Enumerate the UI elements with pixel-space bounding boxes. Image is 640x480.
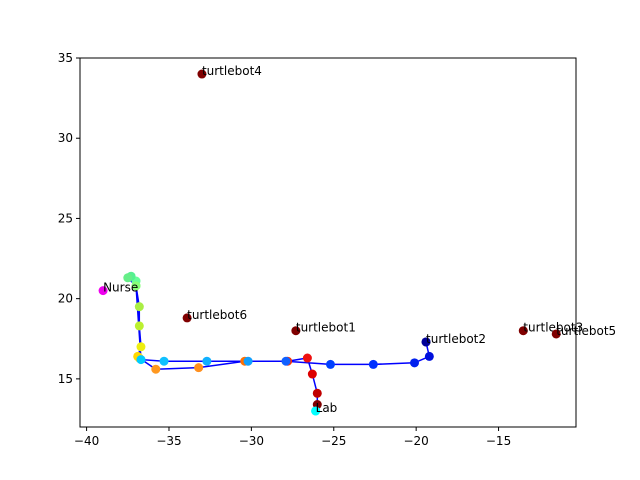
named-point-turtlebot1 — [291, 326, 301, 336]
point-label-turtlebot1: turtlebot1 — [296, 321, 356, 335]
trajectory-point — [202, 356, 212, 366]
point-label-nurse: Nurse — [103, 281, 138, 295]
trajectory-point — [134, 321, 144, 331]
trajectory-point — [312, 388, 322, 398]
axes-layer: −40 −35 −30 −25 −20 −15 15 20 25 30 35 — [58, 51, 511, 448]
trajectory-point — [194, 363, 204, 373]
trajectory-point — [243, 356, 253, 366]
named-point-turtlebot3 — [518, 326, 528, 336]
point-label-lab: Lab — [316, 401, 338, 415]
x-tick-label: −30 — [239, 434, 264, 448]
trajectory-point — [302, 353, 312, 363]
trajectory-point — [151, 364, 161, 374]
named-point-turtlebot2 — [421, 337, 431, 347]
trajectory-point — [424, 351, 434, 361]
trajectory-point — [368, 359, 378, 369]
named-point-nurse — [98, 286, 108, 296]
x-tick-label: −35 — [156, 434, 181, 448]
plot-layer: turtlebot4 turtlebot6 turtlebot1 turtlebot2… — [98, 64, 616, 416]
y-tick-label: 35 — [58, 51, 73, 65]
named-point-turtlebot6 — [182, 313, 192, 323]
point-label-turtlebot3: turtlebot3 — [523, 321, 583, 335]
trajectory-point — [307, 369, 317, 379]
x-tick-label: −40 — [74, 434, 99, 448]
trajectory-point — [131, 281, 141, 291]
trajectory-point — [136, 342, 146, 352]
named-point-turtlebot5 — [551, 329, 561, 339]
point-label-turtlebot5: turtlebot5 — [556, 324, 616, 338]
y-tick-label: 15 — [58, 372, 73, 386]
trajectory-point — [136, 355, 146, 365]
named-point-turtlebot4 — [197, 69, 207, 79]
trajectory-point — [325, 359, 335, 369]
trajectory-point — [281, 356, 291, 366]
y-tick-label: 20 — [58, 292, 73, 306]
plot-frame — [79, 57, 577, 428]
point-label-turtlebot6: turtlebot6 — [187, 308, 247, 322]
trajectory-point — [123, 273, 133, 283]
trajectory-point — [410, 358, 420, 368]
named-point-lab — [311, 406, 321, 416]
y-tick-label: 25 — [58, 211, 73, 225]
y-tick-label: 30 — [58, 131, 73, 145]
point-label-turtlebot2: turtlebot2 — [426, 332, 486, 346]
x-tick-label: −15 — [486, 434, 511, 448]
trajectory-point — [159, 356, 169, 366]
point-label-turtlebot4: turtlebot4 — [202, 64, 262, 78]
x-tick-label: −25 — [321, 434, 346, 448]
trajectory-point — [134, 302, 144, 312]
x-tick-label: −20 — [403, 434, 428, 448]
